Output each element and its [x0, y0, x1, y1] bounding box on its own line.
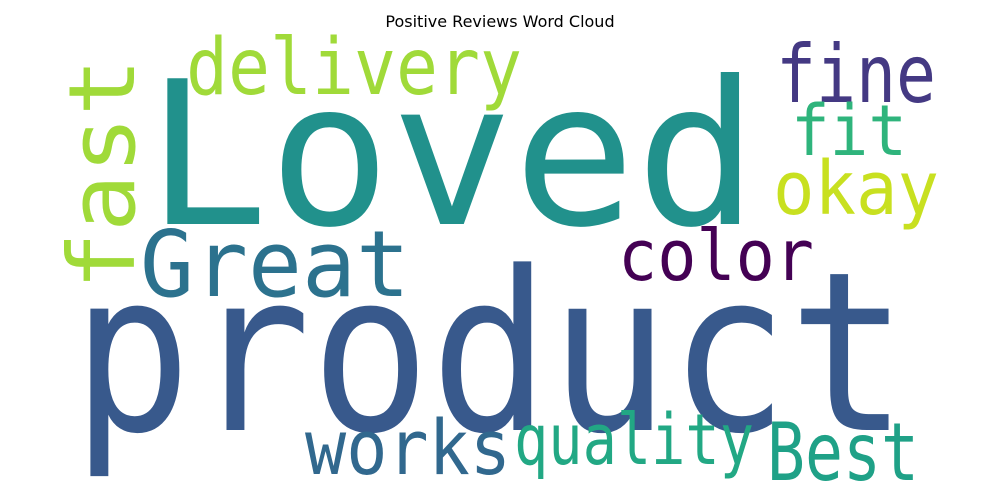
word-product: product	[72, 225, 908, 483]
word-loved: Loved	[146, 39, 758, 272]
word-quality: quality	[514, 399, 754, 481]
word-fit: fit	[791, 90, 907, 172]
word-works: works	[305, 403, 511, 492]
word-great: Great	[140, 211, 410, 318]
word-color: color	[618, 215, 814, 297]
figure-title: Positive Reviews Word Cloud	[385, 12, 615, 31]
word-fine: fine	[776, 28, 936, 121]
word-okay: okay	[773, 146, 939, 232]
word-fast: fast	[49, 58, 156, 290]
word-delivery: delivery	[186, 23, 522, 113]
word-best: Best	[767, 406, 919, 499]
